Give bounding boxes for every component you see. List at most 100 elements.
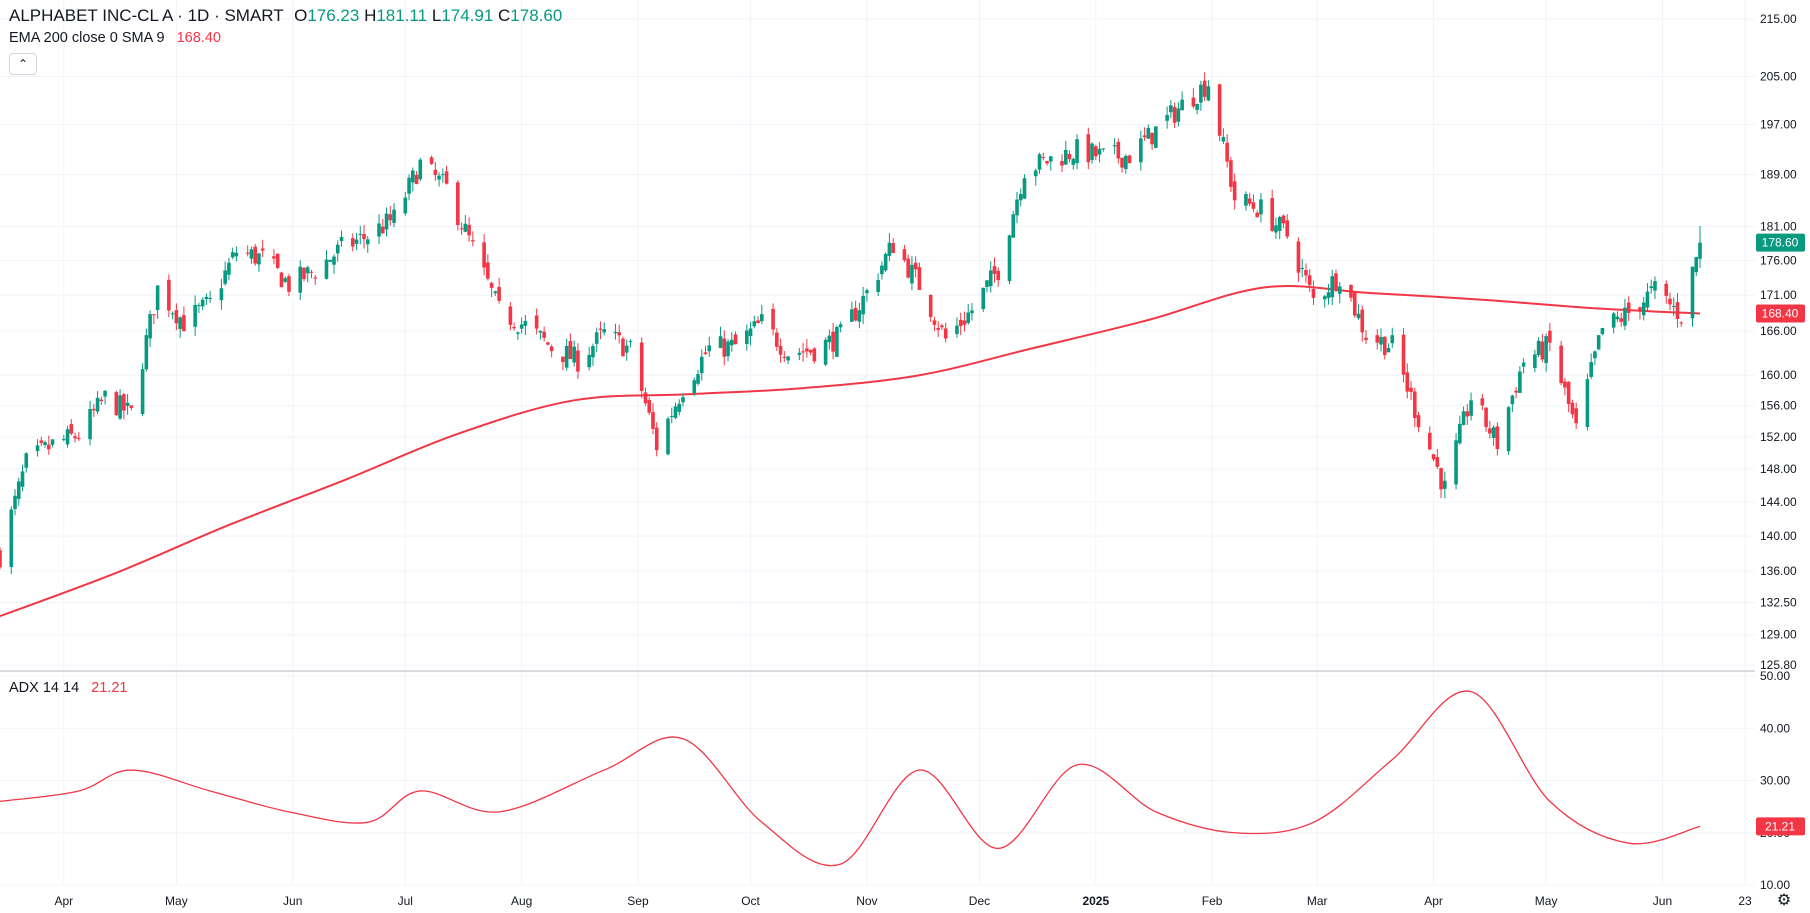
candle-body — [1112, 145, 1117, 147]
time-axis[interactable]: Apr May Jun Jul Aug Sep Oct Nov Dec 2025 Feb Mar Apr… — [54, 894, 1752, 908]
candle — [1566, 381, 1571, 413]
candle — [1326, 284, 1331, 305]
candle — [1232, 173, 1237, 210]
candle-body — [805, 348, 809, 352]
candle — [1536, 337, 1541, 358]
candle — [1401, 328, 1406, 383]
candle-body — [808, 349, 813, 353]
candle — [388, 205, 393, 226]
candle-body — [92, 408, 96, 411]
candle-body — [887, 242, 892, 256]
candle — [598, 321, 603, 340]
candle — [1600, 327, 1605, 336]
candle-body — [643, 392, 648, 404]
candle-body — [392, 209, 396, 223]
candle — [1259, 193, 1263, 223]
candle — [523, 315, 528, 336]
adx-legend[interactable]: ADX 14 14 21.21 — [9, 680, 127, 696]
gear-icon: ⚙ — [1776, 892, 1792, 909]
candle-body — [508, 306, 513, 325]
candle — [1443, 471, 1447, 499]
candle — [174, 303, 179, 331]
candle — [1195, 103, 1199, 115]
candle-body — [486, 262, 490, 279]
candle-body — [1563, 381, 1567, 388]
candle — [144, 328, 149, 372]
candle — [805, 339, 809, 358]
candle-body — [572, 346, 576, 363]
candle-body — [1086, 134, 1091, 163]
candle — [152, 314, 156, 324]
candle — [666, 416, 670, 456]
candle — [1514, 386, 1518, 399]
candle — [1206, 80, 1211, 102]
candle-body — [1405, 372, 1410, 392]
candle — [1199, 80, 1203, 111]
high-label: H — [364, 6, 377, 25]
candle-body — [463, 223, 468, 232]
adx-tick-label: 50.00 — [1760, 669, 1790, 683]
candle — [778, 338, 783, 363]
candle-body — [940, 325, 944, 328]
candle-body — [1071, 158, 1076, 165]
time-tick-label: Feb — [1202, 894, 1223, 908]
candle-body — [1139, 138, 1143, 163]
candle — [1458, 415, 1462, 445]
candle — [838, 321, 843, 333]
candle-body — [1007, 235, 1012, 282]
candle — [362, 224, 366, 249]
close-label: C — [498, 6, 511, 25]
candle-body — [1060, 161, 1064, 166]
chart-settings-button[interactable]: ⚙ — [1773, 891, 1795, 911]
candle-body — [122, 394, 126, 411]
candle — [1495, 422, 1500, 456]
candle — [283, 276, 288, 284]
candle — [350, 233, 355, 252]
candle — [1172, 102, 1177, 128]
candle-body — [1255, 212, 1259, 218]
candle — [287, 273, 291, 297]
candle-body — [534, 315, 539, 329]
candle — [594, 327, 599, 353]
collapse-legend-button[interactable]: ⌃ — [9, 53, 37, 75]
candle-body — [996, 270, 1001, 281]
candle-body — [350, 238, 355, 247]
price-tick-label: 132.50 — [1760, 595, 1797, 609]
candle-body — [1094, 146, 1098, 157]
candle-body — [1165, 115, 1169, 121]
candle — [718, 326, 723, 349]
candle — [1285, 214, 1289, 240]
candle — [170, 311, 175, 320]
symbol-name[interactable]: ALPHABET INC-CL A — [9, 6, 173, 25]
candle-body — [928, 294, 933, 317]
candle — [339, 230, 344, 247]
candle-body — [362, 234, 366, 240]
candle-body — [1533, 354, 1537, 369]
candle-body — [1495, 426, 1500, 450]
candle-body — [249, 249, 254, 259]
candle-body — [234, 252, 239, 257]
candle-body — [1244, 194, 1248, 206]
candle-body — [1668, 298, 1672, 305]
candle — [140, 363, 145, 417]
candle — [122, 392, 126, 420]
price-tick-label: 129.00 — [1760, 628, 1797, 642]
candle-body — [1116, 141, 1121, 159]
price-axis[interactable]: 215.00 205.00 197.00 189.00 181.00 176.00 171.… — [1760, 12, 1797, 672]
candle-body — [99, 399, 104, 402]
ema-legend[interactable]: EMA 200 close 0 SMA 9 168.40 — [9, 30, 221, 46]
candle — [380, 218, 385, 235]
candle-body — [1090, 143, 1094, 160]
candle — [1623, 298, 1627, 331]
candle — [1480, 393, 1485, 411]
candle-body — [666, 418, 670, 455]
candle — [1124, 154, 1128, 174]
candle — [219, 278, 224, 310]
candle — [253, 243, 257, 266]
axis-value-pills: 178.60 168.40 21.21 — [1756, 233, 1805, 836]
candle — [69, 419, 74, 436]
interval-label[interactable]: 1D — [187, 6, 210, 25]
candle-body — [339, 236, 344, 242]
